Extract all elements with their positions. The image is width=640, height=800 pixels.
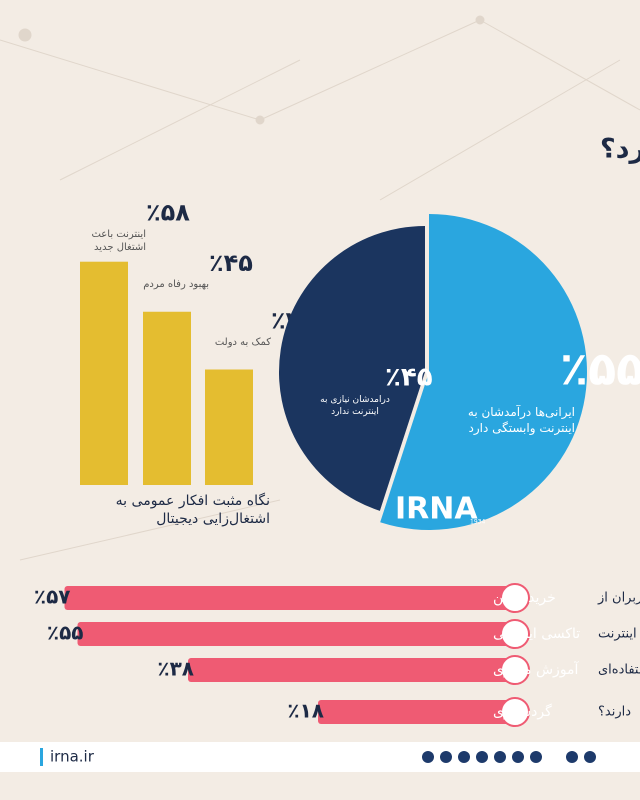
bar — [64, 586, 515, 610]
section-title: چه استفاده‌ای — [598, 663, 640, 678]
social-icons — [422, 751, 596, 763]
bar-caption: نگاه مثبت افکار عمومی به اشتغال‌زایی دیج… — [115, 493, 270, 528]
section-title: کاربران از — [597, 591, 640, 606]
category-label: خرید آنلاین — [493, 589, 556, 606]
section-title: دارند؟ — [598, 705, 631, 720]
category-label: کمک به دولت — [214, 336, 271, 348]
pie-slice — [380, 214, 587, 530]
category-label-box: درآمدشان نیازی به اینترنت ندارد — [320, 395, 390, 417]
footer-accent — [40, 748, 43, 766]
bar — [77, 622, 515, 646]
category-label: گردشگری — [493, 703, 552, 720]
category-label-box: ایرانی‌ها درآمدشان به اینترنت وابستگی دا… — [467, 405, 575, 435]
category-label: ایرانی‌ها درآمدشان به اینترنت وابستگی دا… — [467, 405, 575, 435]
bar — [80, 261, 128, 485]
pie-slice — [278, 226, 425, 511]
network-bg — [0, 15, 640, 561]
category-label: بهبود رفاه مردم — [143, 278, 209, 290]
value-label: ٪۵۵ — [560, 342, 640, 396]
logo-year: 1934 — [470, 519, 485, 526]
value-label: ٪۴۵ — [385, 363, 433, 393]
bar — [188, 658, 515, 682]
bar — [143, 311, 191, 485]
icon — [500, 619, 530, 649]
logo-text: IRNA — [395, 492, 478, 527]
bar — [318, 700, 515, 724]
value-label: ٪۵۷ — [34, 585, 71, 609]
icon — [500, 655, 530, 685]
logo: IRNA 1934 — [395, 492, 485, 527]
value-label: ٪۴۵ — [209, 249, 253, 277]
category-label: آموزش مجازی — [493, 661, 580, 678]
section-title: اینترنت — [598, 627, 637, 642]
icon — [500, 583, 530, 613]
value-label: ٪۱۸ — [287, 699, 324, 723]
category-label: اینترنت باعث اشتغال جدید — [91, 228, 146, 253]
value-label: ٪۳۸ — [157, 657, 194, 681]
icon — [500, 697, 530, 727]
footer-site: irna.ir — [50, 748, 95, 766]
value-label: ٪۵۵ — [47, 621, 84, 645]
category-label-box: کمک به دولت — [214, 336, 271, 348]
category-label-box: اینترنت باعث اشتغال جدید — [91, 228, 146, 253]
value-label: ٪۵۸ — [146, 199, 190, 227]
bar — [205, 369, 253, 485]
category-label: درآمدشان نیازی به اینترنت ندارد — [320, 395, 390, 417]
footer-bar — [0, 742, 640, 772]
category-label: تاکسی اینترنتی — [493, 626, 580, 642]
bar-caption-box: نگاه مثبت افکار عمومی به اشتغال‌زایی دیج… — [115, 493, 270, 528]
title: اینترنت چه نقشی در معیشت ایرانیان دارد؟ — [600, 134, 640, 165]
category-label-box: بهبود رفاه مردم — [143, 278, 209, 290]
